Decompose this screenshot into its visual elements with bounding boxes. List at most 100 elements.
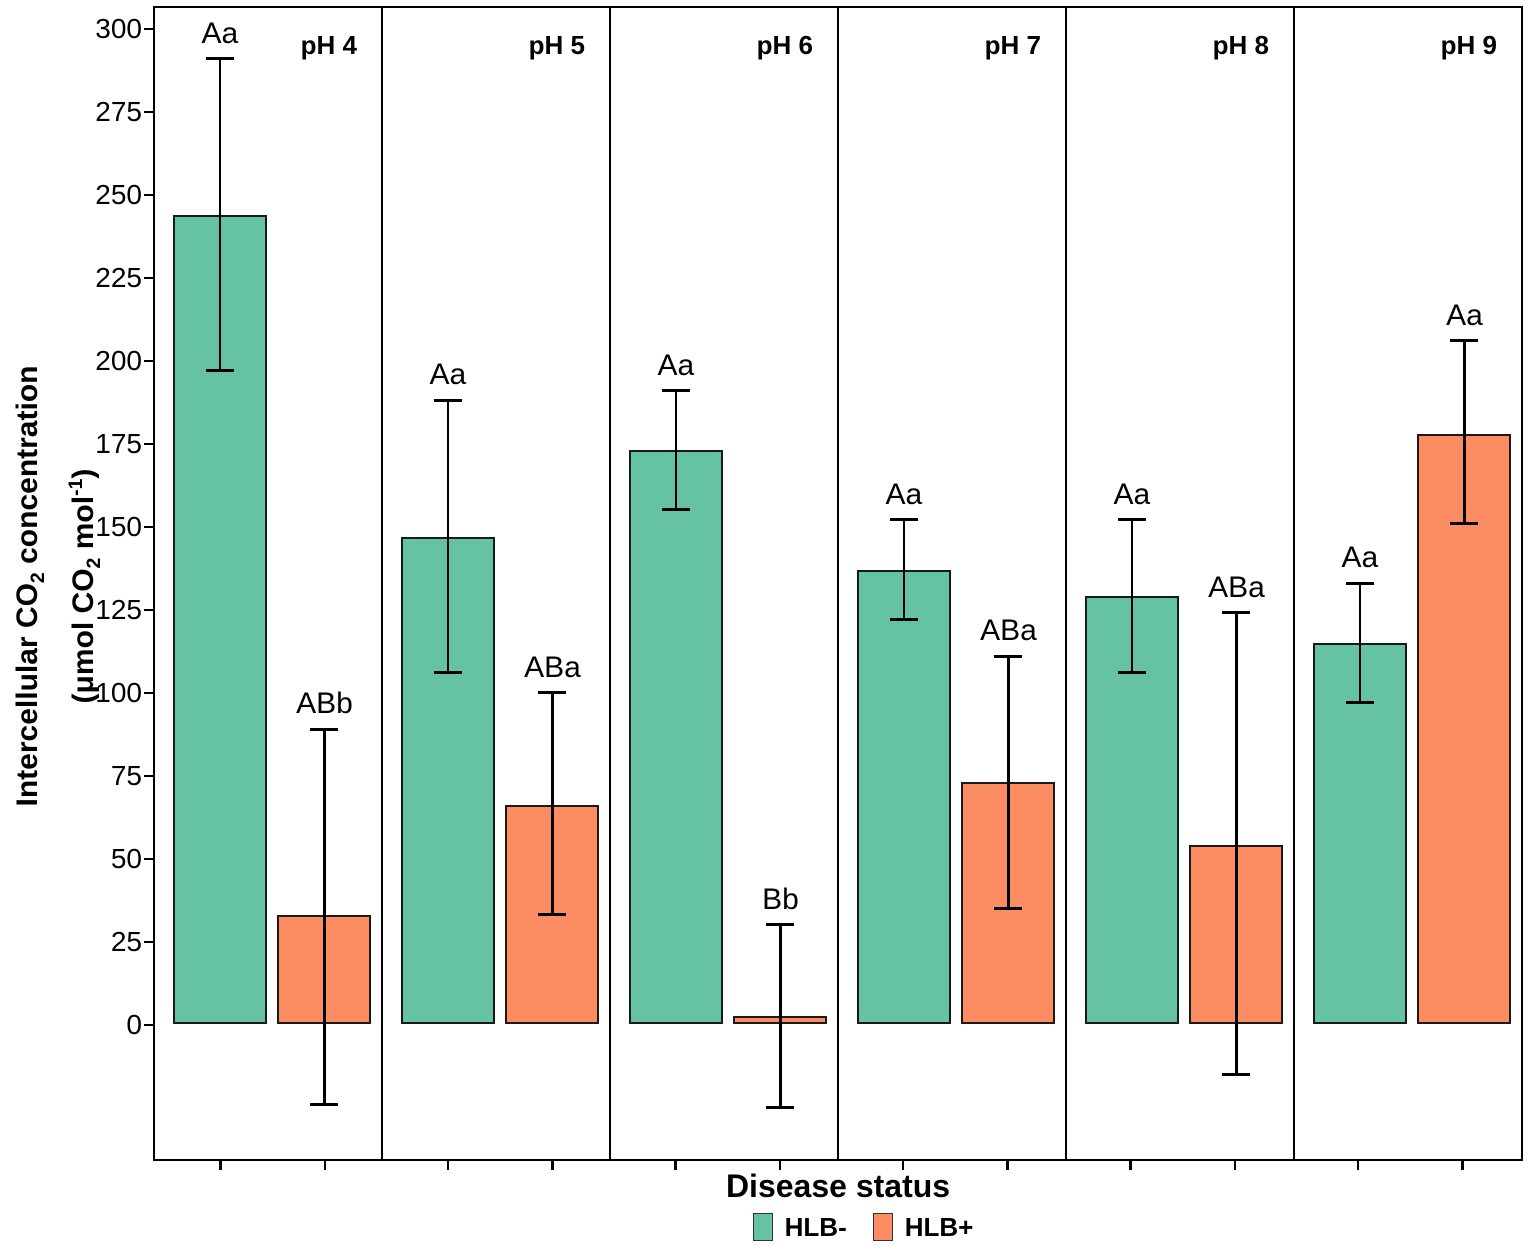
facet-panel-ph-5: pH 5 Aa ABa xyxy=(383,8,611,1159)
error-cap-upper xyxy=(1222,611,1251,615)
bar-hlbminus xyxy=(628,450,723,1025)
error-cap-lower xyxy=(766,1105,795,1109)
error-cap-upper xyxy=(661,389,690,392)
x-tick xyxy=(674,1161,677,1170)
x-tick xyxy=(1006,1161,1009,1170)
y-tick xyxy=(144,442,153,446)
y-tick xyxy=(144,110,153,114)
legend-label-hlb-minus: HLB- xyxy=(784,1211,847,1242)
significance-label: Aa xyxy=(885,477,923,511)
facet-strip-label: pH 7 xyxy=(984,30,1041,60)
y-tick xyxy=(144,276,153,280)
error-cap-upper xyxy=(1345,581,1374,585)
y-tick-label: 300 xyxy=(95,13,142,45)
error-cap-lower xyxy=(538,913,567,917)
significance-label: Aa xyxy=(657,348,695,382)
y-tick-label: 25 xyxy=(110,925,142,957)
y-tick-label: 125 xyxy=(95,594,142,626)
y-tick xyxy=(144,691,153,695)
significance-label: ABa xyxy=(524,650,581,684)
x-tick xyxy=(1461,1161,1464,1170)
error-bar xyxy=(446,400,450,673)
significance-label: Aa xyxy=(1341,541,1379,574)
error-cap-lower xyxy=(994,906,1023,910)
facet-strip-label: pH 6 xyxy=(756,30,813,60)
x-tick xyxy=(778,1161,782,1170)
error-bar xyxy=(779,924,782,1108)
error-cap-lower xyxy=(1222,1072,1251,1076)
y-tick-label: 275 xyxy=(95,96,142,128)
error-bar xyxy=(1235,612,1238,1075)
error-cap-lower xyxy=(889,618,918,621)
error-cap-upper xyxy=(1117,518,1146,522)
error-bar xyxy=(1007,656,1010,909)
x-tick xyxy=(323,1161,327,1170)
error-bar xyxy=(218,58,222,371)
facet-panel-ph-8: pH 8 Aa ABa xyxy=(1067,8,1295,1159)
legend-swatch-hlb-plus xyxy=(872,1213,893,1241)
significance-label: Bb xyxy=(762,882,799,916)
error-cap-upper xyxy=(433,398,462,402)
error-cap-lower xyxy=(1117,671,1146,675)
y-tick xyxy=(144,359,153,363)
facet-strip-label: pH 9 xyxy=(1440,30,1497,60)
x-tick xyxy=(219,1161,222,1170)
facet-strip-label: pH 5 xyxy=(528,30,585,60)
x-tick xyxy=(1356,1161,1360,1170)
error-bar xyxy=(1130,519,1134,673)
legend-item-hlb-minus: HLB- xyxy=(752,1211,847,1243)
significance-label: ABb xyxy=(296,687,353,721)
y-tick xyxy=(144,1023,153,1027)
error-cap-upper xyxy=(1450,339,1479,343)
y-tick xyxy=(144,857,153,861)
significance-label: Aa xyxy=(201,16,239,50)
error-cap-upper xyxy=(994,654,1023,658)
y-axis-title: Intercellular CO2 concentration (μmol CO… xyxy=(9,236,105,936)
error-cap-upper xyxy=(538,691,567,695)
y-tick-label: 200 xyxy=(95,345,142,377)
error-cap-upper xyxy=(766,923,795,927)
legend: HLB- HLB+ xyxy=(178,1209,1535,1245)
x-tick xyxy=(901,1161,905,1170)
facet-panels: pH 4 Aa ABb pH 5 Aa ABa pH 6 Aa Bb pH 7 Aa ABa pH 8 A… xyxy=(153,6,1523,1161)
error-cap-lower xyxy=(1450,521,1479,525)
y-tick xyxy=(144,27,153,31)
x-tick xyxy=(551,1161,554,1170)
error-cap-upper xyxy=(310,727,339,731)
legend-label-hlb-plus: HLB+ xyxy=(904,1211,974,1242)
significance-label: Aa xyxy=(1113,477,1151,511)
error-cap-lower xyxy=(433,671,462,675)
y-axis-title-line1: Intercellular CO2 concentration xyxy=(11,365,49,807)
y-tick-label: 150 xyxy=(95,511,142,543)
bar-hlbplus xyxy=(1417,433,1512,1025)
significance-label: Aa xyxy=(429,358,467,392)
x-tick xyxy=(1233,1161,1237,1170)
y-tick-label: 50 xyxy=(110,842,142,874)
bar-hlbminus xyxy=(856,569,951,1025)
facet-strip-label: pH 4 xyxy=(300,30,357,60)
significance-label: ABa xyxy=(1208,570,1265,604)
facet-panel-ph-9: pH 9 Aa Aa xyxy=(1295,8,1521,1159)
legend-item-hlb-plus: HLB+ xyxy=(872,1211,974,1243)
error-bar xyxy=(902,519,906,620)
y-tick xyxy=(144,193,153,197)
significance-label: ABa xyxy=(980,614,1037,648)
significance-label: Aa xyxy=(1446,298,1483,332)
y-tick-label: 250 xyxy=(95,179,142,211)
y-tick-label: 225 xyxy=(95,262,142,294)
x-tick xyxy=(446,1161,450,1170)
error-cap-upper xyxy=(205,57,234,61)
error-bar xyxy=(551,692,554,915)
y-tick xyxy=(144,525,153,529)
error-bar xyxy=(323,729,326,1105)
x-tick xyxy=(1129,1161,1132,1170)
error-cap-lower xyxy=(661,508,690,512)
facet-strip-label: pH 8 xyxy=(1212,30,1269,60)
error-cap-lower xyxy=(1345,700,1374,704)
error-bar xyxy=(1463,340,1466,524)
error-bar xyxy=(674,390,678,510)
error-cap-upper xyxy=(889,518,918,522)
bar-hlbminus xyxy=(1312,642,1407,1025)
error-cap-lower xyxy=(310,1102,339,1106)
